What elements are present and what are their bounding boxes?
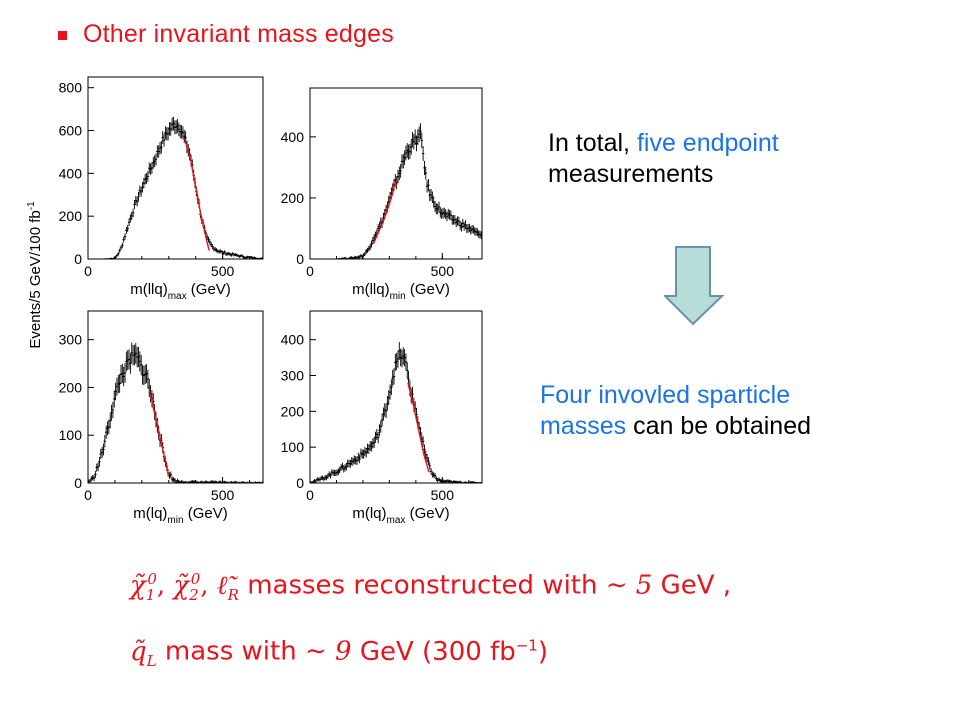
panel-tr: 0 200 400 0 500 m(llq)min (GeV) bbox=[281, 87, 483, 302]
formula-line2-value: 9 bbox=[335, 636, 352, 667]
statement-part1: In total, bbox=[548, 129, 630, 157]
formula-line2-text: mass with bbox=[164, 636, 297, 667]
y-tick-label: 400 bbox=[281, 332, 305, 348]
x-axis-label: m(lq)max (GeV) bbox=[352, 505, 449, 526]
y-tick-label: 300 bbox=[59, 332, 83, 348]
y-tick-label: 400 bbox=[281, 129, 305, 145]
y-tick-label: 300 bbox=[281, 368, 305, 384]
y-tick-label: 400 bbox=[59, 165, 83, 181]
y-tick-label: 800 bbox=[59, 80, 83, 96]
x-axis-label: m(llq)max (GeV) bbox=[130, 281, 231, 302]
x-tick-label: 0 bbox=[306, 487, 314, 503]
down-arrow-icon bbox=[664, 246, 724, 326]
panel-bl: 0 100 200 300 0 500 m(lq)min (GeV) bbox=[59, 310, 264, 526]
chi1-symbol: χ̃10 bbox=[130, 570, 157, 604]
formula-line1-text: masses reconstructed with bbox=[247, 570, 598, 601]
y-tick-label: 100 bbox=[281, 439, 305, 455]
panel-br: 0 100 200 300 400 0 500 m(lq)max (GeV) bbox=[281, 310, 483, 526]
formula-line2-unit: GeV (300 fb−1) bbox=[359, 636, 548, 667]
formula-line1-value: 5 bbox=[635, 570, 653, 601]
panel-tl: 0 200 400 600 800 0 500 m(llq)max (GeV) bbox=[59, 76, 264, 302]
x-tick-label: 0 bbox=[84, 487, 92, 503]
conclusion: Four invovled sparticle masses can be ob… bbox=[540, 380, 811, 442]
slepton-symbol: ℓ̃R bbox=[216, 570, 239, 604]
panel-frame bbox=[309, 310, 483, 484]
conclusion-highlight-line1: Four invovled sparticle bbox=[540, 381, 791, 409]
chi2-symbol: χ̃20 bbox=[173, 570, 201, 604]
panel-frame bbox=[87, 76, 264, 260]
y-tick-label: 600 bbox=[59, 123, 83, 139]
x-tick-label: 0 bbox=[306, 263, 314, 279]
x-axis-label: m(llq)min (GeV) bbox=[352, 281, 450, 302]
fit-line bbox=[372, 179, 398, 245]
squark-symbol: q̃L bbox=[130, 636, 157, 670]
y-tick-label: 100 bbox=[59, 427, 83, 443]
y-tick-label: 0 bbox=[74, 251, 82, 267]
fit-line bbox=[184, 138, 210, 251]
y-tick-label: 0 bbox=[296, 475, 304, 491]
formula-line2: q̃L mass with ∼ 9 GeV (300 fb−1) bbox=[130, 636, 548, 670]
y-tick-label: 200 bbox=[281, 403, 305, 419]
approx-symbol: ∼ bbox=[605, 570, 628, 601]
x-tick-label: 0 bbox=[84, 263, 92, 279]
bullet-square-icon bbox=[58, 31, 67, 40]
y-tick-label: 200 bbox=[59, 208, 83, 224]
slide-title: Other invariant mass edges bbox=[83, 20, 394, 48]
x-tick-label: 500 bbox=[431, 487, 455, 503]
statement-highlight: five endpoint bbox=[636, 129, 779, 157]
y-tick-label: 0 bbox=[296, 251, 304, 267]
x-tick-label: 500 bbox=[211, 263, 235, 279]
y-tick-label: 200 bbox=[59, 379, 83, 395]
fit-line bbox=[407, 382, 430, 473]
y-tick-label: 200 bbox=[281, 190, 305, 206]
conclusion-highlight-line2: masses bbox=[540, 412, 627, 440]
formula-line1-unit: GeV , bbox=[660, 570, 732, 601]
panel-frame bbox=[87, 310, 264, 484]
formula-line1: χ̃10, χ̃20, ℓ̃R masses reconstructed wit… bbox=[130, 570, 732, 604]
y-axis-label: Events/5 GeV/100 fb-1 bbox=[26, 201, 44, 349]
statement: In total, five endpoint measurements bbox=[548, 128, 779, 190]
x-tick-label: 500 bbox=[211, 487, 235, 503]
statement-part2: measurements bbox=[548, 160, 714, 188]
x-tick-label: 500 bbox=[431, 263, 455, 279]
approx-symbol: ∼ bbox=[304, 636, 327, 667]
panel-frame bbox=[309, 87, 483, 260]
x-axis-label: m(lq)min (GeV) bbox=[133, 505, 227, 526]
bullet-row: Other invariant mass edges bbox=[58, 20, 394, 49]
conclusion-rest: can be obtained bbox=[633, 412, 812, 440]
fit-line bbox=[149, 392, 170, 476]
y-tick-label: 0 bbox=[74, 475, 82, 491]
